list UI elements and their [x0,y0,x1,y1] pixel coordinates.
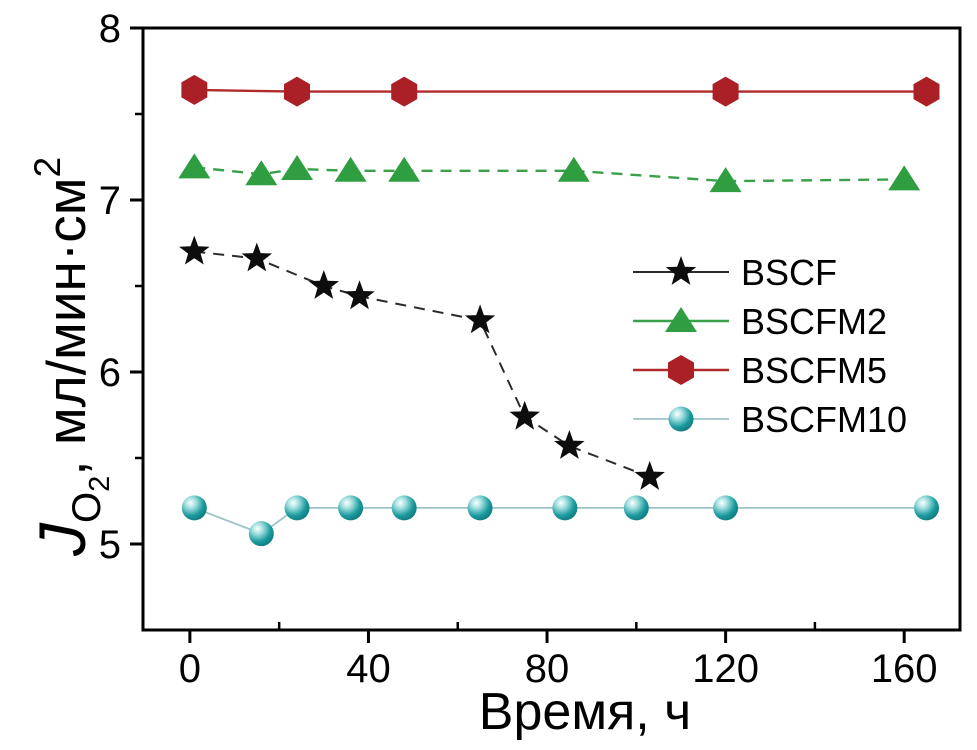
y-tick-label-5: 5 [99,523,121,567]
hexagon-marker [391,76,418,107]
sphere-marker [713,495,739,521]
legend-item-BSCFM10: BSCFM10 [633,399,907,440]
hexagon-marker [712,76,739,107]
triangle-marker [888,165,921,191]
triangle-marker [388,156,421,182]
x-tick-label-160: 160 [871,647,938,691]
x-axis-label: Время, ч [478,683,692,741]
legend-label-BSCF: BSCF [741,252,837,293]
sphere-marker [467,495,493,521]
triangle-marker [281,155,314,181]
triangle-marker [245,160,278,186]
y-axis-label-symbol: J [25,523,99,556]
legend: BSCF BSCFM2 BSCFM5 BSCFM10 [633,252,907,440]
hexagon-marker [181,74,208,105]
sphere-marker [668,406,694,432]
star-marker [179,235,210,265]
star-marker [665,256,697,285]
triangle-marker [665,307,697,332]
x-tick-label-80: 80 [525,647,570,691]
star-marker [554,430,585,459]
sphere-marker [338,495,364,521]
star-marker [464,304,496,334]
star-marker [509,400,540,430]
legend-label-BSCFM5: BSCFM5 [741,350,887,391]
y-axis-label-superscript-2: 2 [27,156,68,178]
triangle-marker [557,156,590,182]
triangle-marker [178,153,211,179]
series-BSCFM2 [178,153,921,193]
sphere-marker [552,495,578,521]
axis-ticks: 0 40 80 120 160 5 6 7 8 [99,7,938,691]
y-tick-label-7: 7 [99,179,121,223]
y-axis-label: JO2, мл/мин·см2 [12,157,136,556]
series-BSCFM10 [181,495,940,547]
triangle-marker [709,167,742,193]
x-tick-label-120: 120 [692,647,759,691]
sphere-marker [391,495,417,521]
y-axis-label-units: , мл/мин·см [35,177,97,476]
sphere-marker [181,495,207,521]
star-marker [634,460,665,490]
legend-item-BSCFM5: BSCFM5 [633,350,887,391]
series-BSCF [179,235,665,490]
series-BSCFM5 [181,74,940,107]
sphere-marker [914,495,940,521]
sphere-marker [248,521,274,547]
legend-label-BSCFM10: BSCFM10 [741,399,907,440]
y-axis-label-subscript-2: 2 [84,475,116,492]
star-marker [308,270,339,299]
sphere-marker [623,495,649,521]
sphere-marker [284,495,310,521]
x-tick-label-0: 0 [179,647,201,691]
hexagon-marker [913,76,940,107]
y-tick-label-8: 8 [99,7,121,51]
plot-border [141,26,962,632]
star-marker [241,242,273,272]
legend-item-BSCF: BSCF [633,252,837,293]
y-axis-label-subscript-o: O [65,491,109,523]
legend-label-BSCFM2: BSCFM2 [741,301,887,342]
legend-item-BSCFM2: BSCFM2 [633,301,887,342]
triangle-marker [334,156,367,182]
hexagon-marker [284,76,310,107]
hexagon-marker [668,355,694,385]
y-tick-label-6: 6 [99,351,121,395]
series-line-BSCFM10 [193,506,927,535]
star-marker [344,280,375,310]
x-tick-label-40: 40 [346,647,391,691]
